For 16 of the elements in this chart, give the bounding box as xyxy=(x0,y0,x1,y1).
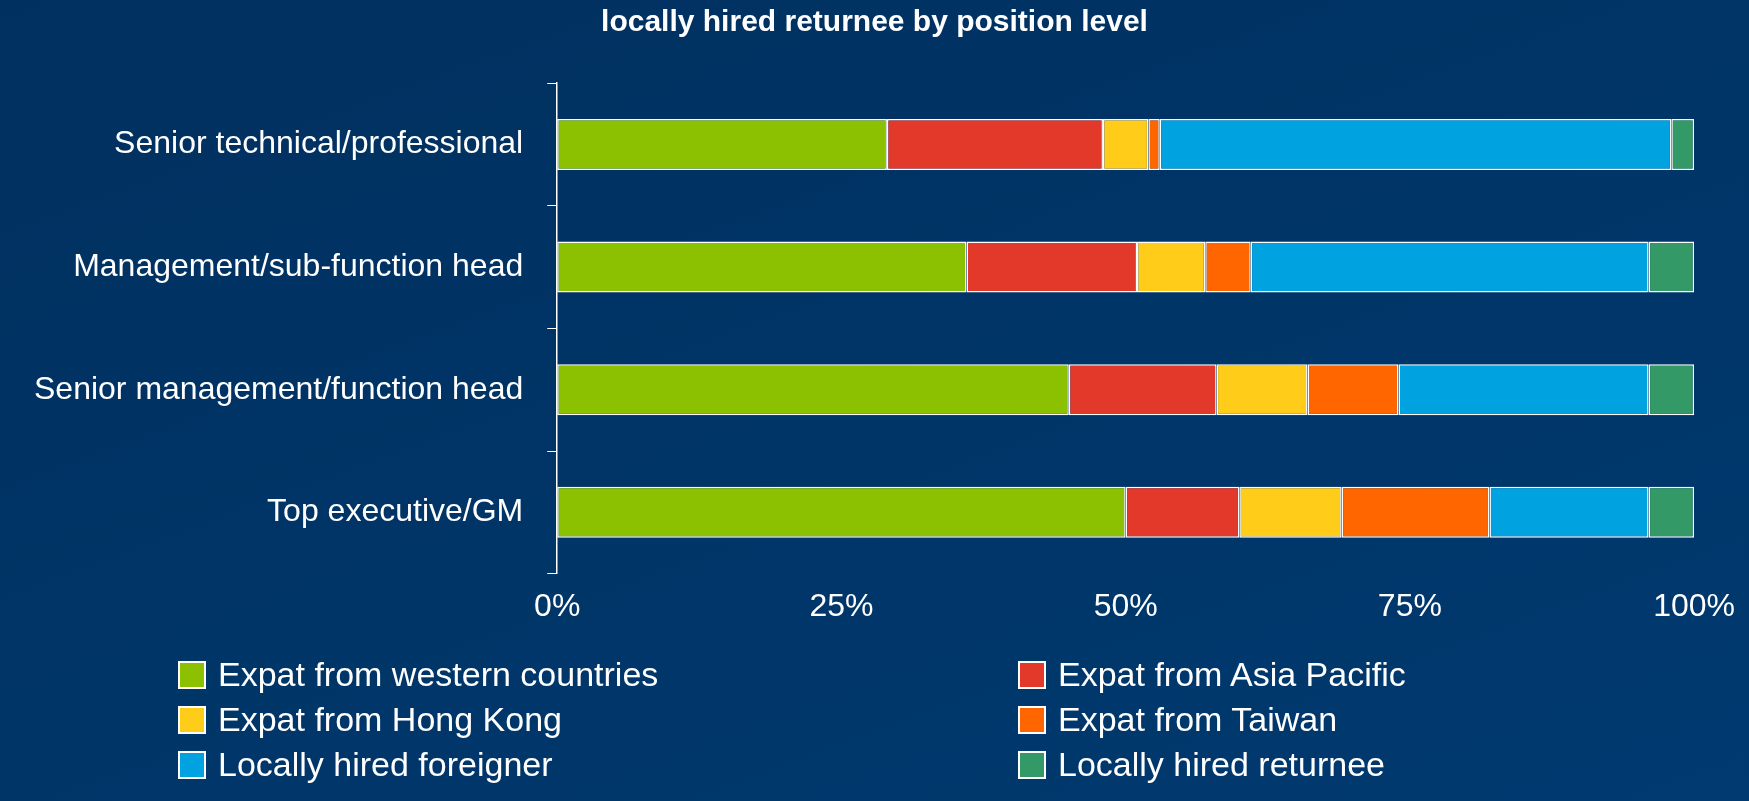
legend-label: Expat from Hong Kong xyxy=(218,700,562,739)
x-tick-label: 75% xyxy=(1377,586,1442,623)
x-tick-label: 50% xyxy=(1093,586,1158,623)
legend-label: Locally hired returnee xyxy=(1058,745,1385,784)
x-tick-label: 0% xyxy=(534,586,581,623)
chart-title: locally hired returnee by position level xyxy=(600,4,1149,38)
legend-label: Expat from Taiwan xyxy=(1058,700,1338,739)
legend-label: Expat from western countries xyxy=(218,655,659,694)
legend-label: Locally hired foreigner xyxy=(218,745,553,784)
y-tick-label: Management/sub-function head xyxy=(73,246,524,283)
y-tick-label: Senior technical/professional xyxy=(114,124,524,161)
y-tick-label: Top executive/GM xyxy=(267,492,524,529)
x-tick-label: 25% xyxy=(809,586,874,623)
x-tick-label: 100% xyxy=(1653,586,1735,623)
y-tick-label: Senior management/function head xyxy=(34,369,524,406)
legend-label: Expat from Asia Pacific xyxy=(1058,655,1406,694)
